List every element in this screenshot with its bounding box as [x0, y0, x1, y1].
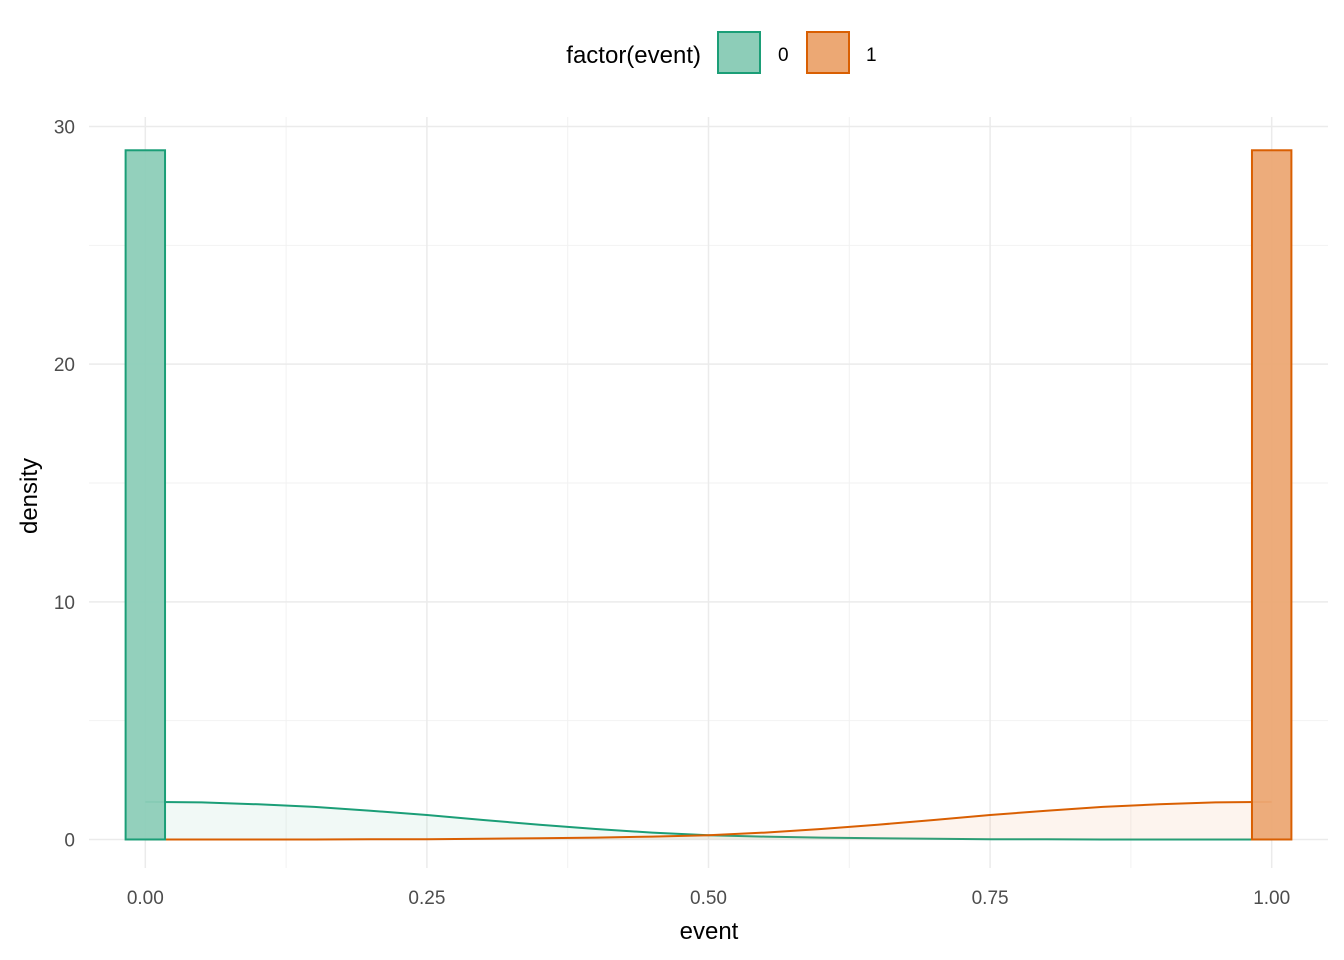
x-tick-label: 0.00: [127, 888, 164, 909]
density-curves: [145, 800, 1272, 841]
y-tick-label: 0: [64, 830, 75, 851]
density-line-1: [145, 800, 1272, 841]
legend: factor(event) 0 1: [566, 31, 877, 74]
density-area-0: [145, 801, 1272, 840]
y-tick-label: 10: [54, 593, 75, 614]
histogram-bars: [124, 149, 1293, 841]
tick-labels: 0.00 0.25 0.50 0.75 1.00 0 10 20 30: [54, 118, 1290, 909]
x-tick-label: 0.75: [972, 888, 1009, 909]
x-tick-label: 0.25: [408, 888, 445, 909]
legend-title: factor(event): [566, 42, 701, 69]
density-area-1: [145, 801, 1272, 840]
histogram-bar-1: [1250, 149, 1293, 841]
y-tick-label: 20: [54, 355, 75, 376]
legend-key-0: [717, 31, 761, 74]
legend-key-1: [806, 31, 850, 74]
legend-label-0: 0: [778, 45, 789, 66]
legend-label-1: 1: [866, 45, 877, 66]
x-tick-label: 1.00: [1253, 888, 1290, 909]
y-axis-title: density: [16, 458, 43, 534]
grid: [89, 117, 1328, 868]
histogram-bar-0: [124, 149, 167, 841]
y-tick-label: 30: [54, 118, 75, 139]
x-tick-label: 0.50: [690, 888, 727, 909]
x-axis-title: event: [680, 918, 739, 945]
